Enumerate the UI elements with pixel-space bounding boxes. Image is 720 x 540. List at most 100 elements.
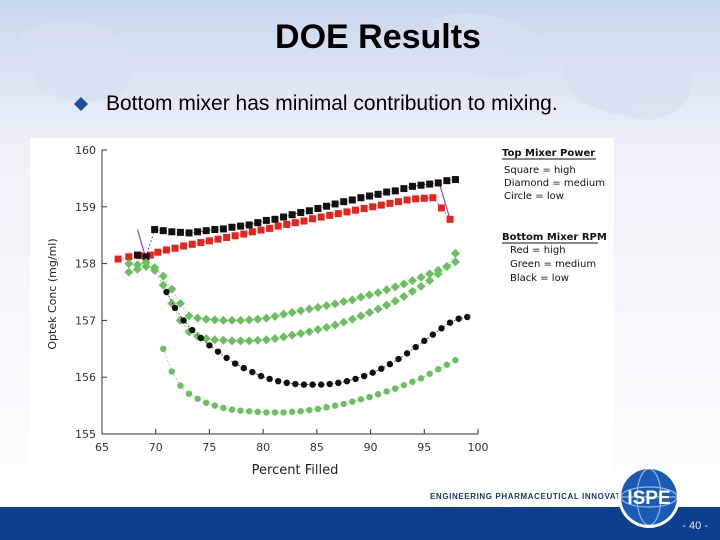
data-point-circle	[314, 405, 322, 413]
data-point-square	[429, 194, 437, 202]
data-point-diamond	[347, 314, 357, 324]
data-point-diamond	[218, 315, 228, 325]
data-point-circle	[288, 408, 296, 416]
series-line	[128, 261, 456, 321]
data-point-diamond	[279, 309, 289, 319]
x-tick-label: 80	[256, 441, 270, 454]
data-point-square	[237, 222, 245, 230]
logo-text: ISPE	[627, 488, 670, 509]
data-point-circle	[254, 408, 261, 416]
y-tick-label: 160	[75, 144, 96, 157]
x-tick-label: 95	[417, 441, 431, 454]
data-point-diamond	[236, 315, 246, 325]
data-point-circle	[280, 409, 287, 416]
data-point-square	[300, 217, 308, 225]
data-point-circle	[163, 288, 170, 296]
y-tick-label: 159	[75, 201, 96, 214]
data-point-diamond	[270, 334, 280, 344]
data-point-diamond	[244, 315, 254, 325]
data-point-circle	[185, 390, 193, 397]
series-2	[124, 257, 460, 325]
data-point-circle	[455, 315, 462, 322]
data-point-diamond	[364, 307, 374, 317]
data-point-square	[326, 211, 334, 219]
x-tick-label: 70	[149, 441, 163, 454]
data-point-circle	[369, 369, 376, 376]
data-point-diamond	[399, 292, 409, 302]
data-point-circle	[400, 381, 408, 389]
data-point-square	[257, 226, 265, 234]
data-point-diamond	[416, 272, 426, 282]
data-point-square	[283, 220, 291, 228]
data-point-diamond	[253, 314, 263, 324]
data-point-circle	[409, 378, 416, 385]
x-tick-label: 75	[202, 441, 216, 454]
data-point-square	[334, 210, 342, 218]
data-point-diamond	[210, 335, 220, 345]
data-point-square	[340, 198, 348, 206]
legend: Top Mixer Power Square = high Diamond = …	[502, 148, 607, 284]
data-point-diamond	[322, 301, 332, 311]
legend-top-line-0: Square = high	[504, 165, 576, 176]
x-tick-label: 65	[95, 441, 109, 454]
data-point-square	[391, 187, 399, 195]
data-point-square	[205, 237, 213, 245]
data-point-circle	[464, 313, 471, 321]
data-point-square	[211, 226, 219, 234]
data-point-square	[248, 228, 256, 236]
data-point-circle	[297, 408, 304, 415]
data-point-diamond	[382, 300, 392, 310]
x-tick-label: 100	[468, 441, 489, 454]
data-point-square	[133, 251, 141, 259]
data-point-circle	[438, 325, 445, 332]
data-point-square	[403, 196, 411, 204]
data-point-circle	[266, 375, 273, 383]
page-number: - 40 -	[682, 520, 708, 532]
data-point-diamond	[407, 276, 417, 286]
data-point-circle	[403, 350, 411, 357]
data-point-square	[434, 179, 442, 187]
data-point-circle	[168, 368, 176, 375]
data-point-diamond	[132, 260, 142, 270]
data-point-circle	[386, 360, 394, 368]
footer-band	[0, 507, 720, 540]
data-point-circle	[417, 375, 425, 382]
y-tick-label: 156	[75, 371, 96, 384]
data-point-diamond	[373, 304, 383, 314]
data-point-square	[280, 213, 288, 221]
data-point-circle	[335, 379, 342, 387]
data-point-square	[400, 185, 408, 193]
data-point-square	[159, 227, 167, 235]
data-point-diamond	[227, 336, 237, 346]
data-point-diamond	[450, 248, 460, 258]
data-point-square	[185, 229, 193, 237]
data-point-square	[266, 224, 274, 232]
data-point-diamond	[287, 307, 297, 317]
data-point-circle	[197, 334, 205, 342]
data-point-diamond	[218, 335, 228, 345]
series-1	[133, 176, 459, 261]
slide-title: DOE Results	[275, 18, 481, 56]
legend-bottom-line-0: Red = high	[510, 245, 566, 256]
data-point-diamond	[373, 288, 383, 298]
data-point-square	[426, 180, 434, 188]
data-point-diamond	[193, 313, 203, 323]
data-point-square	[420, 194, 428, 202]
data-point-square	[352, 206, 360, 214]
data-point-square	[317, 213, 325, 221]
data-point-circle	[323, 404, 330, 411]
x-tick-label: 85	[310, 441, 324, 454]
data-point-circle	[214, 348, 222, 355]
data-point-diamond	[433, 269, 443, 279]
data-point-diamond	[347, 295, 357, 305]
data-point-diamond	[390, 296, 400, 306]
data-point-square	[146, 251, 154, 259]
series-connector-line	[136, 229, 146, 256]
data-point-circle	[203, 399, 210, 406]
data-point-square	[297, 208, 305, 216]
data-point-diamond	[184, 311, 194, 321]
y-tick-label: 158	[75, 258, 96, 271]
data-point-diamond	[425, 269, 435, 279]
data-point-diamond	[304, 304, 314, 314]
series-4	[163, 288, 471, 388]
